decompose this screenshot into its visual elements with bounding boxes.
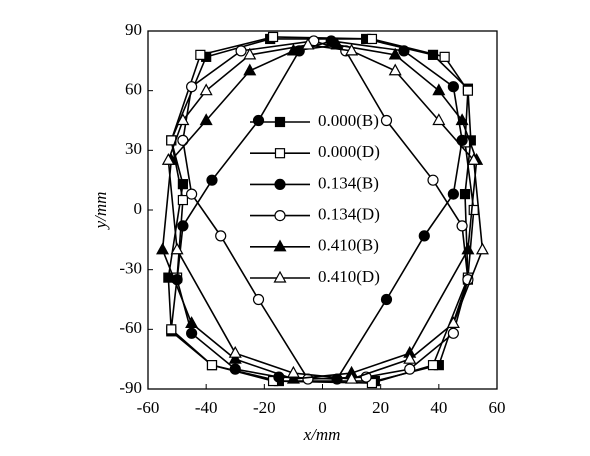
data-point	[404, 363, 416, 375]
legend-marker	[274, 210, 286, 222]
data-point	[186, 188, 198, 200]
data-point	[252, 114, 265, 127]
data-point	[418, 230, 430, 242]
data-point	[462, 85, 474, 96]
legend-label: 0.134(B)	[318, 173, 379, 192]
y-tick-label: 90	[125, 20, 142, 39]
data-point	[439, 51, 450, 62]
y-axis-label: y/mm	[91, 192, 110, 231]
data-point	[345, 43, 359, 56]
data-point	[235, 45, 247, 57]
data-point	[380, 114, 393, 127]
data-point	[156, 242, 170, 255]
data-point	[468, 204, 479, 216]
data-point	[267, 31, 279, 43]
data-point	[456, 220, 468, 232]
data-point	[366, 377, 378, 389]
data-point	[286, 365, 300, 378]
legend-label: 0.410(B)	[318, 236, 379, 255]
data-point	[229, 363, 241, 375]
data-point	[177, 220, 189, 232]
data-point	[243, 63, 257, 76]
data-point	[166, 324, 177, 335]
data-point	[301, 37, 315, 50]
data-point	[467, 153, 481, 165]
data-point	[228, 345, 242, 358]
data-point	[228, 351, 242, 364]
data-point	[447, 327, 459, 339]
y-tick-label: -90	[119, 378, 142, 397]
x-tick-label: 0	[318, 398, 327, 417]
data-point	[176, 113, 190, 126]
data-point	[475, 242, 489, 255]
data-point	[286, 43, 300, 56]
legend-marker	[274, 116, 286, 128]
x-axis-label: x/mm	[303, 425, 341, 444]
data-point	[243, 47, 257, 60]
y-tick-label: 0	[134, 199, 143, 218]
x-tick-label: -40	[195, 398, 218, 417]
data-point	[459, 188, 471, 200]
data-point	[447, 188, 459, 200]
data-point	[461, 242, 475, 255]
data-point	[186, 81, 198, 93]
data-point	[199, 113, 213, 126]
data-point	[177, 179, 188, 190]
legend-marker	[273, 270, 287, 283]
y-tick-label: 30	[125, 139, 142, 158]
data-point	[286, 371, 300, 384]
legend-marker	[274, 178, 286, 190]
data-point	[403, 351, 417, 364]
data-point	[199, 83, 213, 96]
data-point	[446, 316, 460, 328]
y-tick-label: -30	[119, 259, 142, 278]
x-tick-label: 20	[372, 398, 389, 417]
data-point	[380, 293, 393, 306]
data-point	[398, 45, 410, 57]
data-point	[177, 194, 188, 206]
data-point	[427, 360, 439, 371]
data-point	[195, 49, 206, 60]
legend-label: 0.410(D)	[318, 267, 380, 286]
x-tick-label: 60	[489, 398, 506, 417]
data-point	[252, 293, 265, 306]
data-point	[186, 327, 198, 339]
legend-label: 0.000(B)	[318, 111, 379, 130]
y-tick-label: 60	[125, 80, 142, 99]
data-point	[345, 371, 359, 384]
data-point	[432, 113, 446, 126]
data-point	[366, 33, 378, 45]
legend-label: 0.000(D)	[318, 142, 380, 161]
data-point	[427, 174, 439, 186]
data-point	[185, 316, 199, 328]
legend-label: 0.134(D)	[318, 205, 380, 224]
legend-marker	[273, 239, 287, 252]
legend-marker	[274, 148, 286, 159]
data-point	[161, 153, 175, 165]
data-point	[388, 47, 402, 60]
data-point	[455, 113, 469, 126]
x-tick-label: -60	[137, 398, 160, 417]
data-point	[215, 230, 227, 242]
data-point	[388, 63, 402, 76]
data-point	[432, 83, 446, 96]
x-tick-label: 40	[430, 398, 447, 417]
x-tick-label: -20	[253, 398, 276, 417]
y-tick-label: -60	[119, 318, 142, 337]
data-point	[170, 242, 184, 255]
data-point	[206, 360, 218, 371]
data-point	[447, 81, 459, 93]
data-point	[206, 174, 218, 186]
